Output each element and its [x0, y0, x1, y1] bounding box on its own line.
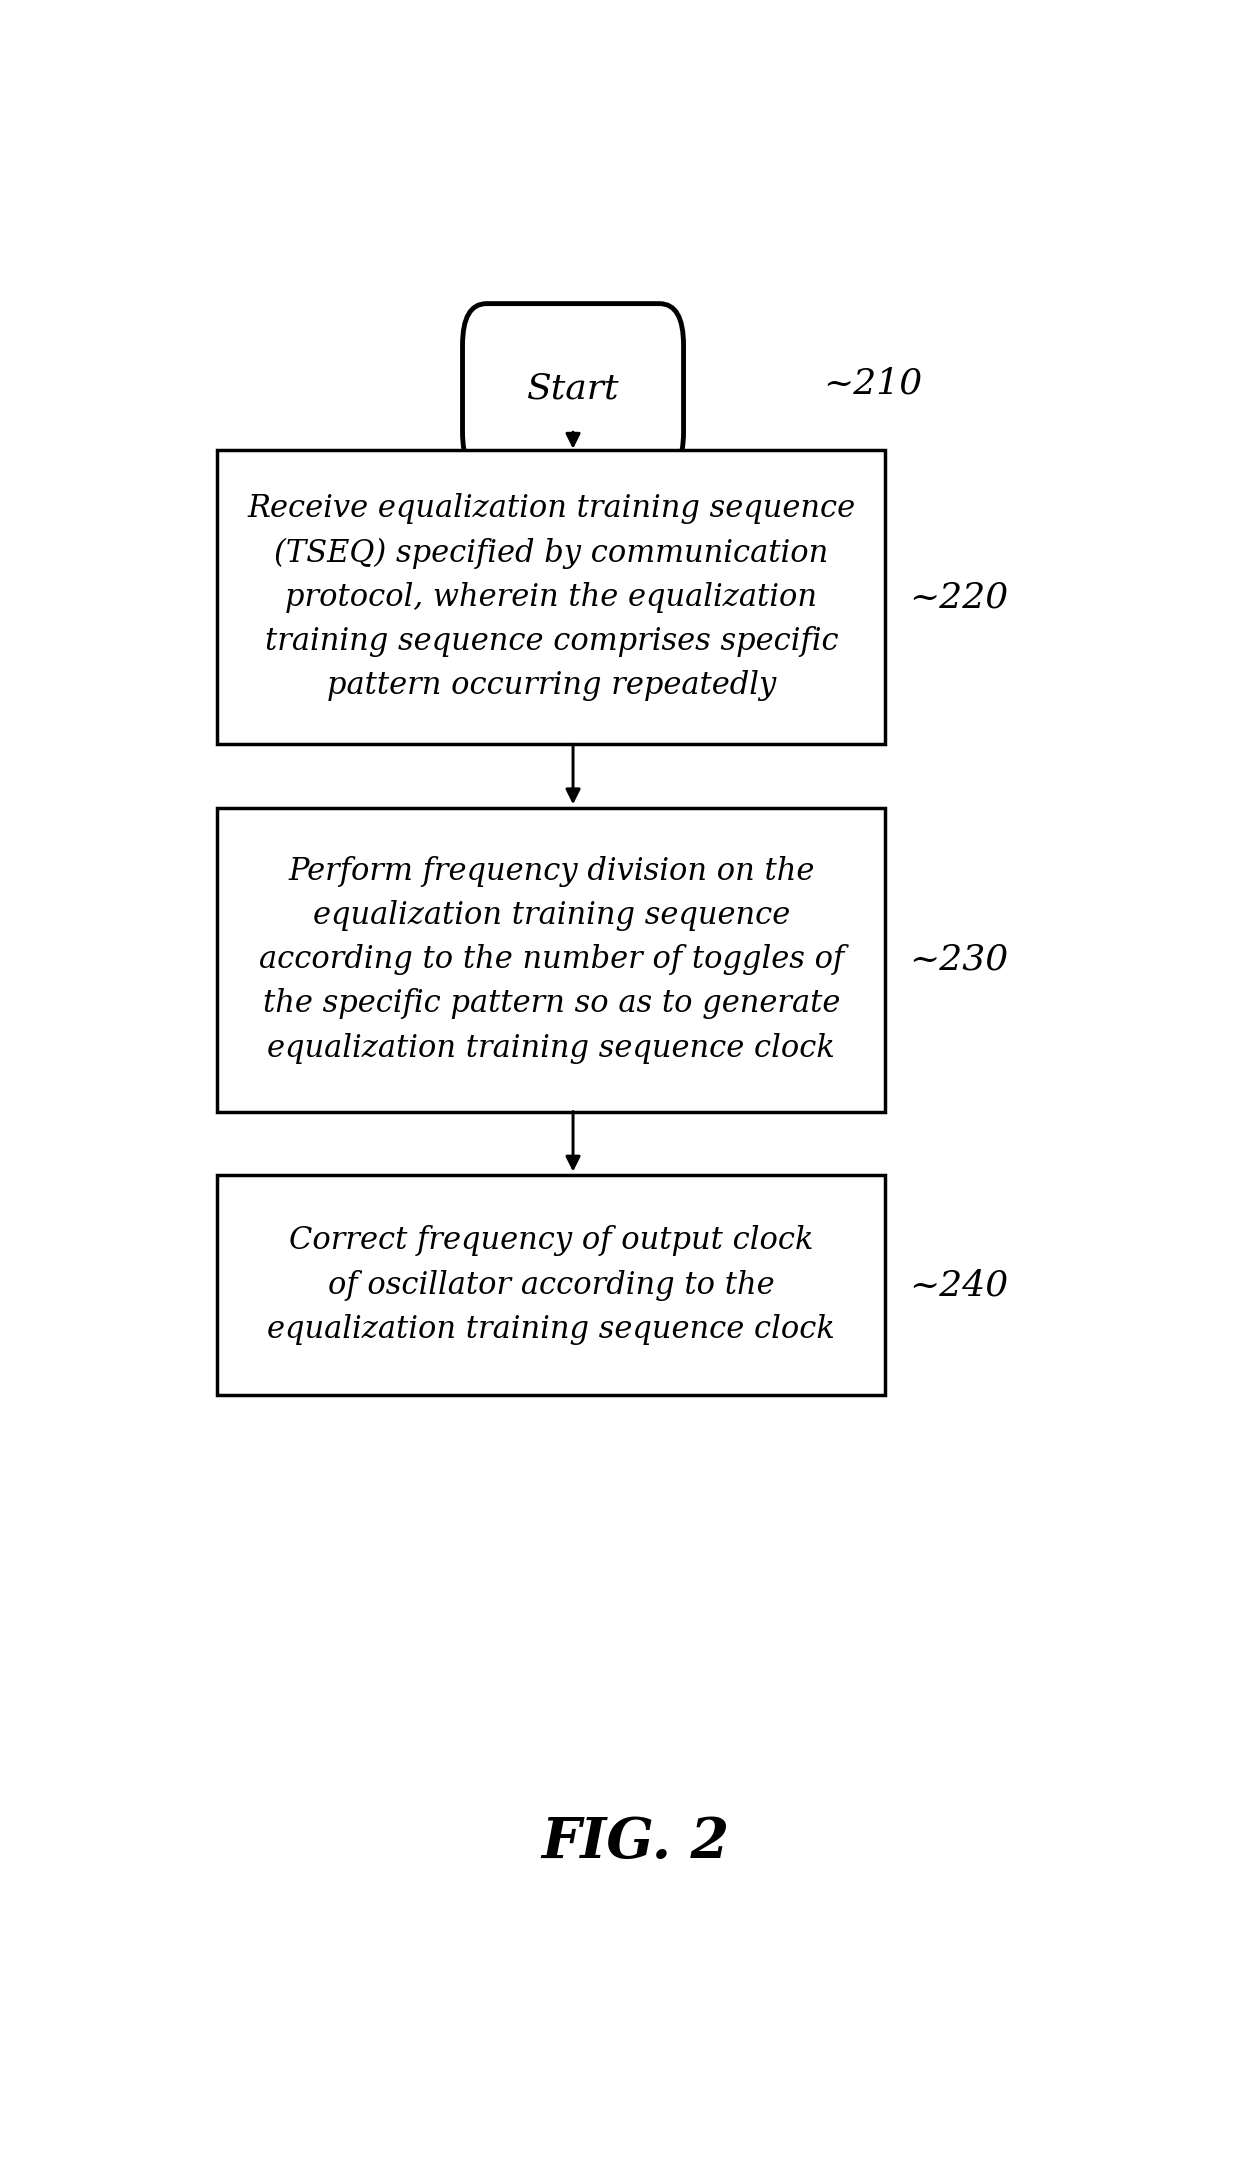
Text: ~220: ~220	[909, 581, 1008, 614]
FancyBboxPatch shape	[217, 809, 885, 1112]
FancyBboxPatch shape	[463, 304, 683, 475]
Text: Receive equalization training sequence
(TSEQ) specified by communication
protoco: Receive equalization training sequence (…	[247, 494, 856, 702]
FancyBboxPatch shape	[217, 1175, 885, 1396]
Text: Correct frequency of output clock
of oscillator according to the
equalization tr: Correct frequency of output clock of osc…	[268, 1225, 836, 1344]
Text: Start: Start	[527, 371, 619, 405]
Text: ~210: ~210	[823, 366, 923, 401]
Text: Perform frequency division on the
equalization training sequence
according to th: Perform frequency division on the equali…	[259, 856, 844, 1064]
Text: ~230: ~230	[909, 943, 1008, 976]
Text: ~240: ~240	[909, 1268, 1008, 1303]
Text: FIG. 2: FIG. 2	[542, 1815, 729, 1871]
FancyBboxPatch shape	[217, 451, 885, 744]
